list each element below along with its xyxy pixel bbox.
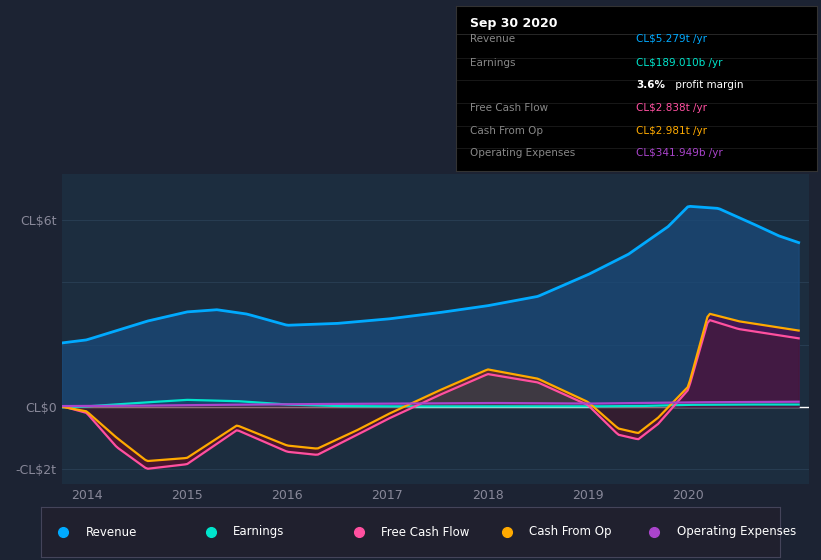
Text: Operating Expenses: Operating Expenses: [470, 148, 576, 157]
Text: profit margin: profit margin: [672, 80, 744, 90]
Text: Free Cash Flow: Free Cash Flow: [381, 525, 470, 539]
Text: 3.6%: 3.6%: [636, 80, 665, 90]
Text: Earnings: Earnings: [470, 58, 516, 68]
Text: Revenue: Revenue: [470, 34, 516, 44]
Text: Operating Expenses: Operating Expenses: [677, 525, 796, 539]
Text: CL$341.949b /yr: CL$341.949b /yr: [636, 148, 723, 157]
Text: CL$2.981t /yr: CL$2.981t /yr: [636, 126, 707, 136]
Text: Free Cash Flow: Free Cash Flow: [470, 103, 548, 113]
Text: Cash From Op: Cash From Op: [529, 525, 611, 539]
Text: Cash From Op: Cash From Op: [470, 126, 544, 136]
Text: CL$2.838t /yr: CL$2.838t /yr: [636, 103, 707, 113]
Text: Revenue: Revenue: [85, 525, 137, 539]
Text: Earnings: Earnings: [233, 525, 285, 539]
Text: CL$5.279t /yr: CL$5.279t /yr: [636, 34, 707, 44]
Text: CL$189.010b /yr: CL$189.010b /yr: [636, 58, 722, 68]
Text: Sep 30 2020: Sep 30 2020: [470, 17, 557, 30]
